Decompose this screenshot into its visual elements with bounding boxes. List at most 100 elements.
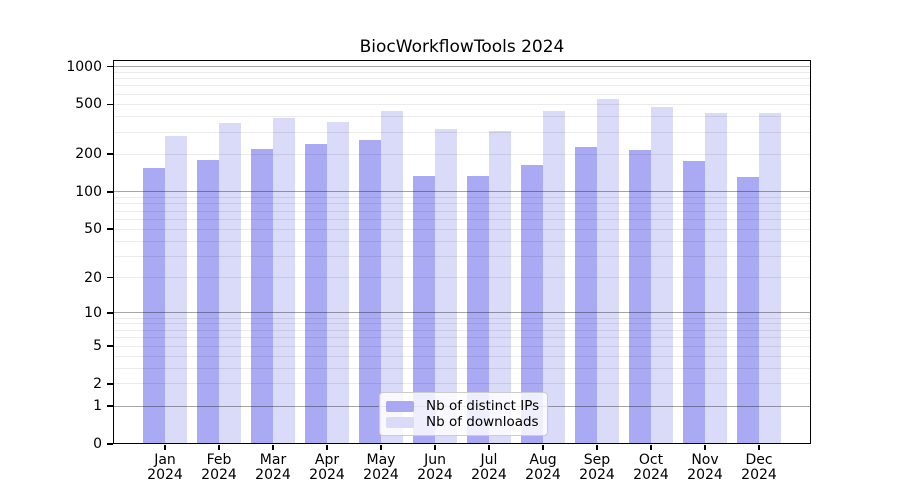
bar-nb-of-downloads-jul bbox=[489, 131, 511, 444]
gridline-minor-20 bbox=[113, 277, 811, 279]
bars-layer bbox=[113, 60, 811, 444]
y-tick-label-1: 1 bbox=[93, 398, 102, 415]
bar-nb-of-downloads-may bbox=[381, 111, 403, 444]
x-tick-sep bbox=[596, 445, 598, 450]
y-tick-label-500: 500 bbox=[75, 96, 102, 113]
bar-nb-of-downloads-jan bbox=[165, 135, 187, 444]
gridline-minor-90 bbox=[113, 197, 811, 199]
gridline-minor-30 bbox=[113, 255, 811, 257]
bar-nb-of-downloads-feb bbox=[219, 122, 241, 444]
gridline-minor-9 bbox=[113, 317, 811, 319]
bar-nb-of-distinct-ips-sep bbox=[575, 146, 597, 444]
legend-item-distinct-ips: Nb of distinct IPs bbox=[386, 397, 540, 414]
x-tick-mar bbox=[272, 445, 274, 450]
bar-nb-of-distinct-ips-feb bbox=[197, 159, 219, 444]
gridline-minor-70 bbox=[113, 210, 811, 212]
gridline-minor-3 bbox=[113, 367, 811, 369]
gridline-minor-500 bbox=[113, 103, 811, 105]
x-tick-label-aug: Aug 2024 bbox=[525, 452, 561, 483]
bar-nb-of-distinct-ips-jan bbox=[143, 168, 165, 444]
gridline-minor-600 bbox=[113, 93, 811, 95]
x-tick-label-jan: Jan 2024 bbox=[147, 452, 183, 483]
y-tick-0 bbox=[107, 443, 113, 445]
grid-layer bbox=[113, 60, 811, 444]
y-tick-label-2: 2 bbox=[93, 375, 102, 392]
bar-nb-of-downloads-sep bbox=[597, 99, 619, 444]
bar-nb-of-distinct-ips-oct bbox=[629, 149, 651, 444]
legend-label-distinct-ips: Nb of distinct IPs bbox=[426, 397, 540, 414]
y-tick-10 bbox=[107, 312, 113, 314]
x-tick-label-jun: Jun 2024 bbox=[417, 452, 453, 483]
chart-title: BiocWorkflowTools 2024 bbox=[359, 37, 565, 57]
x-tick-jun bbox=[434, 445, 436, 450]
y-tick-label-100: 100 bbox=[75, 183, 102, 200]
y-tick-label-20: 20 bbox=[84, 269, 102, 286]
y-tick-label-10: 10 bbox=[84, 304, 102, 321]
gridline-minor-8 bbox=[113, 323, 811, 325]
bar-nb-of-downloads-apr bbox=[327, 122, 349, 444]
y-tick-1000 bbox=[107, 65, 113, 68]
x-tick-feb bbox=[218, 445, 220, 450]
bar-nb-of-distinct-ips-jul bbox=[467, 175, 489, 444]
x-tick-label-mar: Mar 2024 bbox=[255, 452, 291, 483]
x-tick-nov bbox=[704, 445, 706, 450]
gridline-minor-800 bbox=[113, 78, 811, 80]
y-tick-100 bbox=[107, 191, 113, 193]
gridline-minor-7 bbox=[113, 329, 811, 331]
legend: Nb of distinct IPs Nb of downloads bbox=[379, 392, 548, 436]
gridline-minor-40 bbox=[113, 240, 811, 242]
x-tick-label-jul: Jul 2024 bbox=[471, 452, 507, 483]
gridline-minor-80 bbox=[113, 203, 811, 205]
bar-nb-of-distinct-ips-dec bbox=[737, 176, 759, 444]
x-tick-label-may: May 2024 bbox=[363, 452, 399, 483]
y-tick-20 bbox=[107, 276, 113, 279]
bar-nb-of-distinct-ips-may bbox=[359, 139, 381, 444]
x-tick-dec bbox=[758, 445, 760, 450]
gridline-minor-700 bbox=[113, 85, 811, 87]
gridline-minor-400 bbox=[113, 115, 811, 117]
y-tick-label-5: 5 bbox=[93, 338, 102, 355]
x-tick-label-apr: Apr 2024 bbox=[309, 452, 345, 483]
gridline-major-100 bbox=[113, 191, 811, 193]
bar-nb-of-distinct-ips-aug bbox=[521, 164, 543, 444]
x-tick-jul bbox=[488, 445, 490, 450]
y-tick-500 bbox=[107, 103, 113, 106]
gridline-minor-60 bbox=[113, 218, 811, 220]
y-tick-2 bbox=[107, 383, 113, 385]
gridline-major-1000 bbox=[113, 66, 811, 67]
y-tick-label-50: 50 bbox=[84, 221, 102, 238]
gridline-minor-900 bbox=[113, 71, 811, 73]
x-tick-may bbox=[380, 445, 382, 450]
plot-area bbox=[113, 60, 811, 444]
y-tick-1 bbox=[107, 405, 113, 407]
gridline-minor-200 bbox=[113, 153, 811, 155]
y-tick-label-200: 200 bbox=[75, 146, 102, 163]
legend-label-downloads: Nb of downloads bbox=[426, 413, 539, 430]
bar-nb-of-downloads-dec bbox=[759, 112, 781, 444]
legend-item-downloads: Nb of downloads bbox=[386, 413, 539, 430]
bar-nb-of-downloads-aug bbox=[543, 111, 565, 444]
bar-nb-of-downloads-jun bbox=[435, 128, 457, 444]
gridline-minor-50 bbox=[113, 228, 811, 230]
x-tick-label-dec: Dec 2024 bbox=[741, 452, 777, 483]
gridline-minor-5 bbox=[113, 345, 811, 347]
gridline-major-10 bbox=[113, 312, 811, 314]
gridline-minor-4 bbox=[113, 355, 811, 357]
bar-nb-of-downloads-mar bbox=[273, 117, 295, 444]
y-tick-label-0: 0 bbox=[93, 436, 102, 452]
gridline-minor-6 bbox=[113, 337, 811, 339]
legend-swatch-distinct-ips bbox=[386, 400, 414, 412]
y-tick-label-1000: 1000 bbox=[66, 58, 102, 75]
bar-nb-of-distinct-ips-apr bbox=[305, 144, 327, 444]
bar-nb-of-distinct-ips-jun bbox=[413, 175, 435, 444]
x-tick-oct bbox=[650, 445, 652, 450]
gridline-minor-2 bbox=[113, 383, 811, 385]
bar-nb-of-distinct-ips-nov bbox=[683, 160, 705, 444]
x-tick-label-nov: Nov 2024 bbox=[687, 452, 723, 483]
y-tick-200 bbox=[107, 153, 113, 155]
x-tick-label-sep: Sep 2024 bbox=[579, 452, 615, 483]
gridline-minor-300 bbox=[113, 131, 811, 133]
bar-nb-of-distinct-ips-mar bbox=[251, 149, 273, 444]
x-tick-jan bbox=[164, 445, 166, 450]
